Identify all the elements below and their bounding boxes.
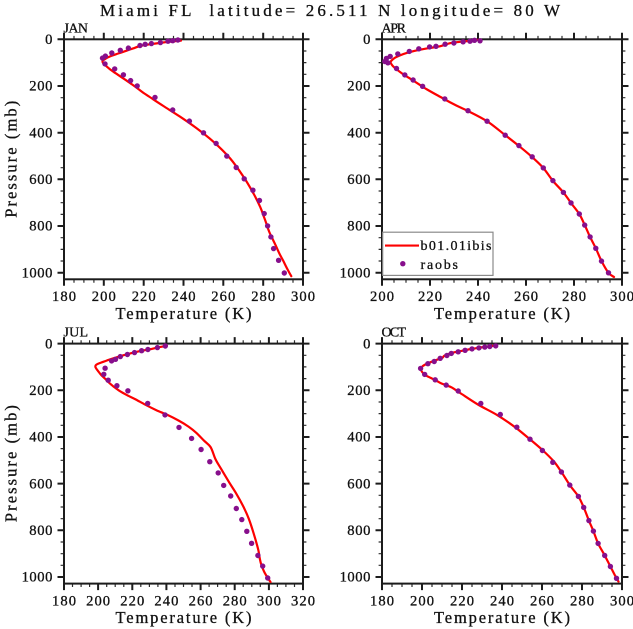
svg-text:220: 220 bbox=[450, 593, 474, 609]
svg-text:raobs: raobs bbox=[421, 258, 459, 273]
svg-text:220: 220 bbox=[120, 593, 144, 609]
svg-text:OCT: OCT bbox=[382, 326, 407, 341]
svg-text:400: 400 bbox=[29, 125, 52, 141]
svg-text:0: 0 bbox=[363, 32, 370, 48]
svg-text:260: 260 bbox=[530, 593, 554, 609]
svg-text:800: 800 bbox=[29, 523, 52, 539]
svg-text:0: 0 bbox=[45, 336, 52, 352]
svg-text:600: 600 bbox=[347, 172, 370, 188]
svg-text:200: 200 bbox=[86, 593, 110, 609]
svg-text:320: 320 bbox=[291, 593, 315, 609]
svg-text:600: 600 bbox=[29, 476, 52, 492]
svg-text:600: 600 bbox=[347, 476, 370, 492]
svg-text:280: 280 bbox=[223, 593, 247, 609]
svg-text:Pressure (mb): Pressure (mb) bbox=[2, 101, 21, 218]
svg-text:200: 200 bbox=[92, 289, 116, 305]
svg-text:1000: 1000 bbox=[340, 265, 371, 281]
svg-text:260: 260 bbox=[211, 289, 235, 305]
svg-text:Pressure (mb): Pressure (mb) bbox=[2, 405, 21, 522]
svg-text:APR: APR bbox=[382, 21, 407, 36]
svg-text:200: 200 bbox=[29, 383, 52, 399]
svg-text:600: 600 bbox=[29, 172, 52, 188]
svg-text:400: 400 bbox=[347, 430, 370, 446]
svg-text:240: 240 bbox=[466, 289, 490, 305]
svg-text:260: 260 bbox=[189, 593, 213, 609]
svg-text:280: 280 bbox=[570, 593, 594, 609]
svg-text:200: 200 bbox=[410, 593, 434, 609]
svg-text:300: 300 bbox=[610, 289, 633, 305]
svg-text:0: 0 bbox=[363, 336, 370, 352]
svg-text:300: 300 bbox=[610, 593, 633, 609]
svg-text:1000: 1000 bbox=[22, 265, 53, 281]
svg-text:0: 0 bbox=[45, 32, 52, 48]
svg-text:260: 260 bbox=[514, 289, 538, 305]
svg-text:240: 240 bbox=[490, 593, 514, 609]
svg-text:180: 180 bbox=[52, 593, 76, 609]
svg-text:300: 300 bbox=[257, 593, 281, 609]
svg-text:280: 280 bbox=[251, 289, 275, 305]
svg-text:1000: 1000 bbox=[22, 570, 53, 586]
svg-text:800: 800 bbox=[347, 523, 370, 539]
svg-text:1000: 1000 bbox=[340, 570, 371, 586]
svg-text:200: 200 bbox=[29, 79, 52, 95]
svg-text:b01.01ibis: b01.01ibis bbox=[421, 239, 492, 254]
svg-text:800: 800 bbox=[347, 219, 370, 235]
svg-text:180: 180 bbox=[370, 593, 394, 609]
svg-text:240: 240 bbox=[172, 289, 196, 305]
svg-text:280: 280 bbox=[562, 289, 586, 305]
svg-text:220: 220 bbox=[132, 289, 156, 305]
svg-text:800: 800 bbox=[29, 219, 52, 235]
svg-text:200: 200 bbox=[370, 289, 394, 305]
svg-text:JAN: JAN bbox=[64, 21, 89, 36]
svg-text:400: 400 bbox=[347, 125, 370, 141]
svg-text:200: 200 bbox=[347, 383, 370, 399]
svg-text:240: 240 bbox=[154, 593, 178, 609]
svg-text:400: 400 bbox=[29, 430, 52, 446]
svg-text:200: 200 bbox=[347, 79, 370, 95]
svg-text:JUL: JUL bbox=[64, 326, 89, 341]
svg-text:300: 300 bbox=[291, 289, 315, 305]
svg-text:220: 220 bbox=[418, 289, 442, 305]
svg-text:180: 180 bbox=[52, 289, 76, 305]
